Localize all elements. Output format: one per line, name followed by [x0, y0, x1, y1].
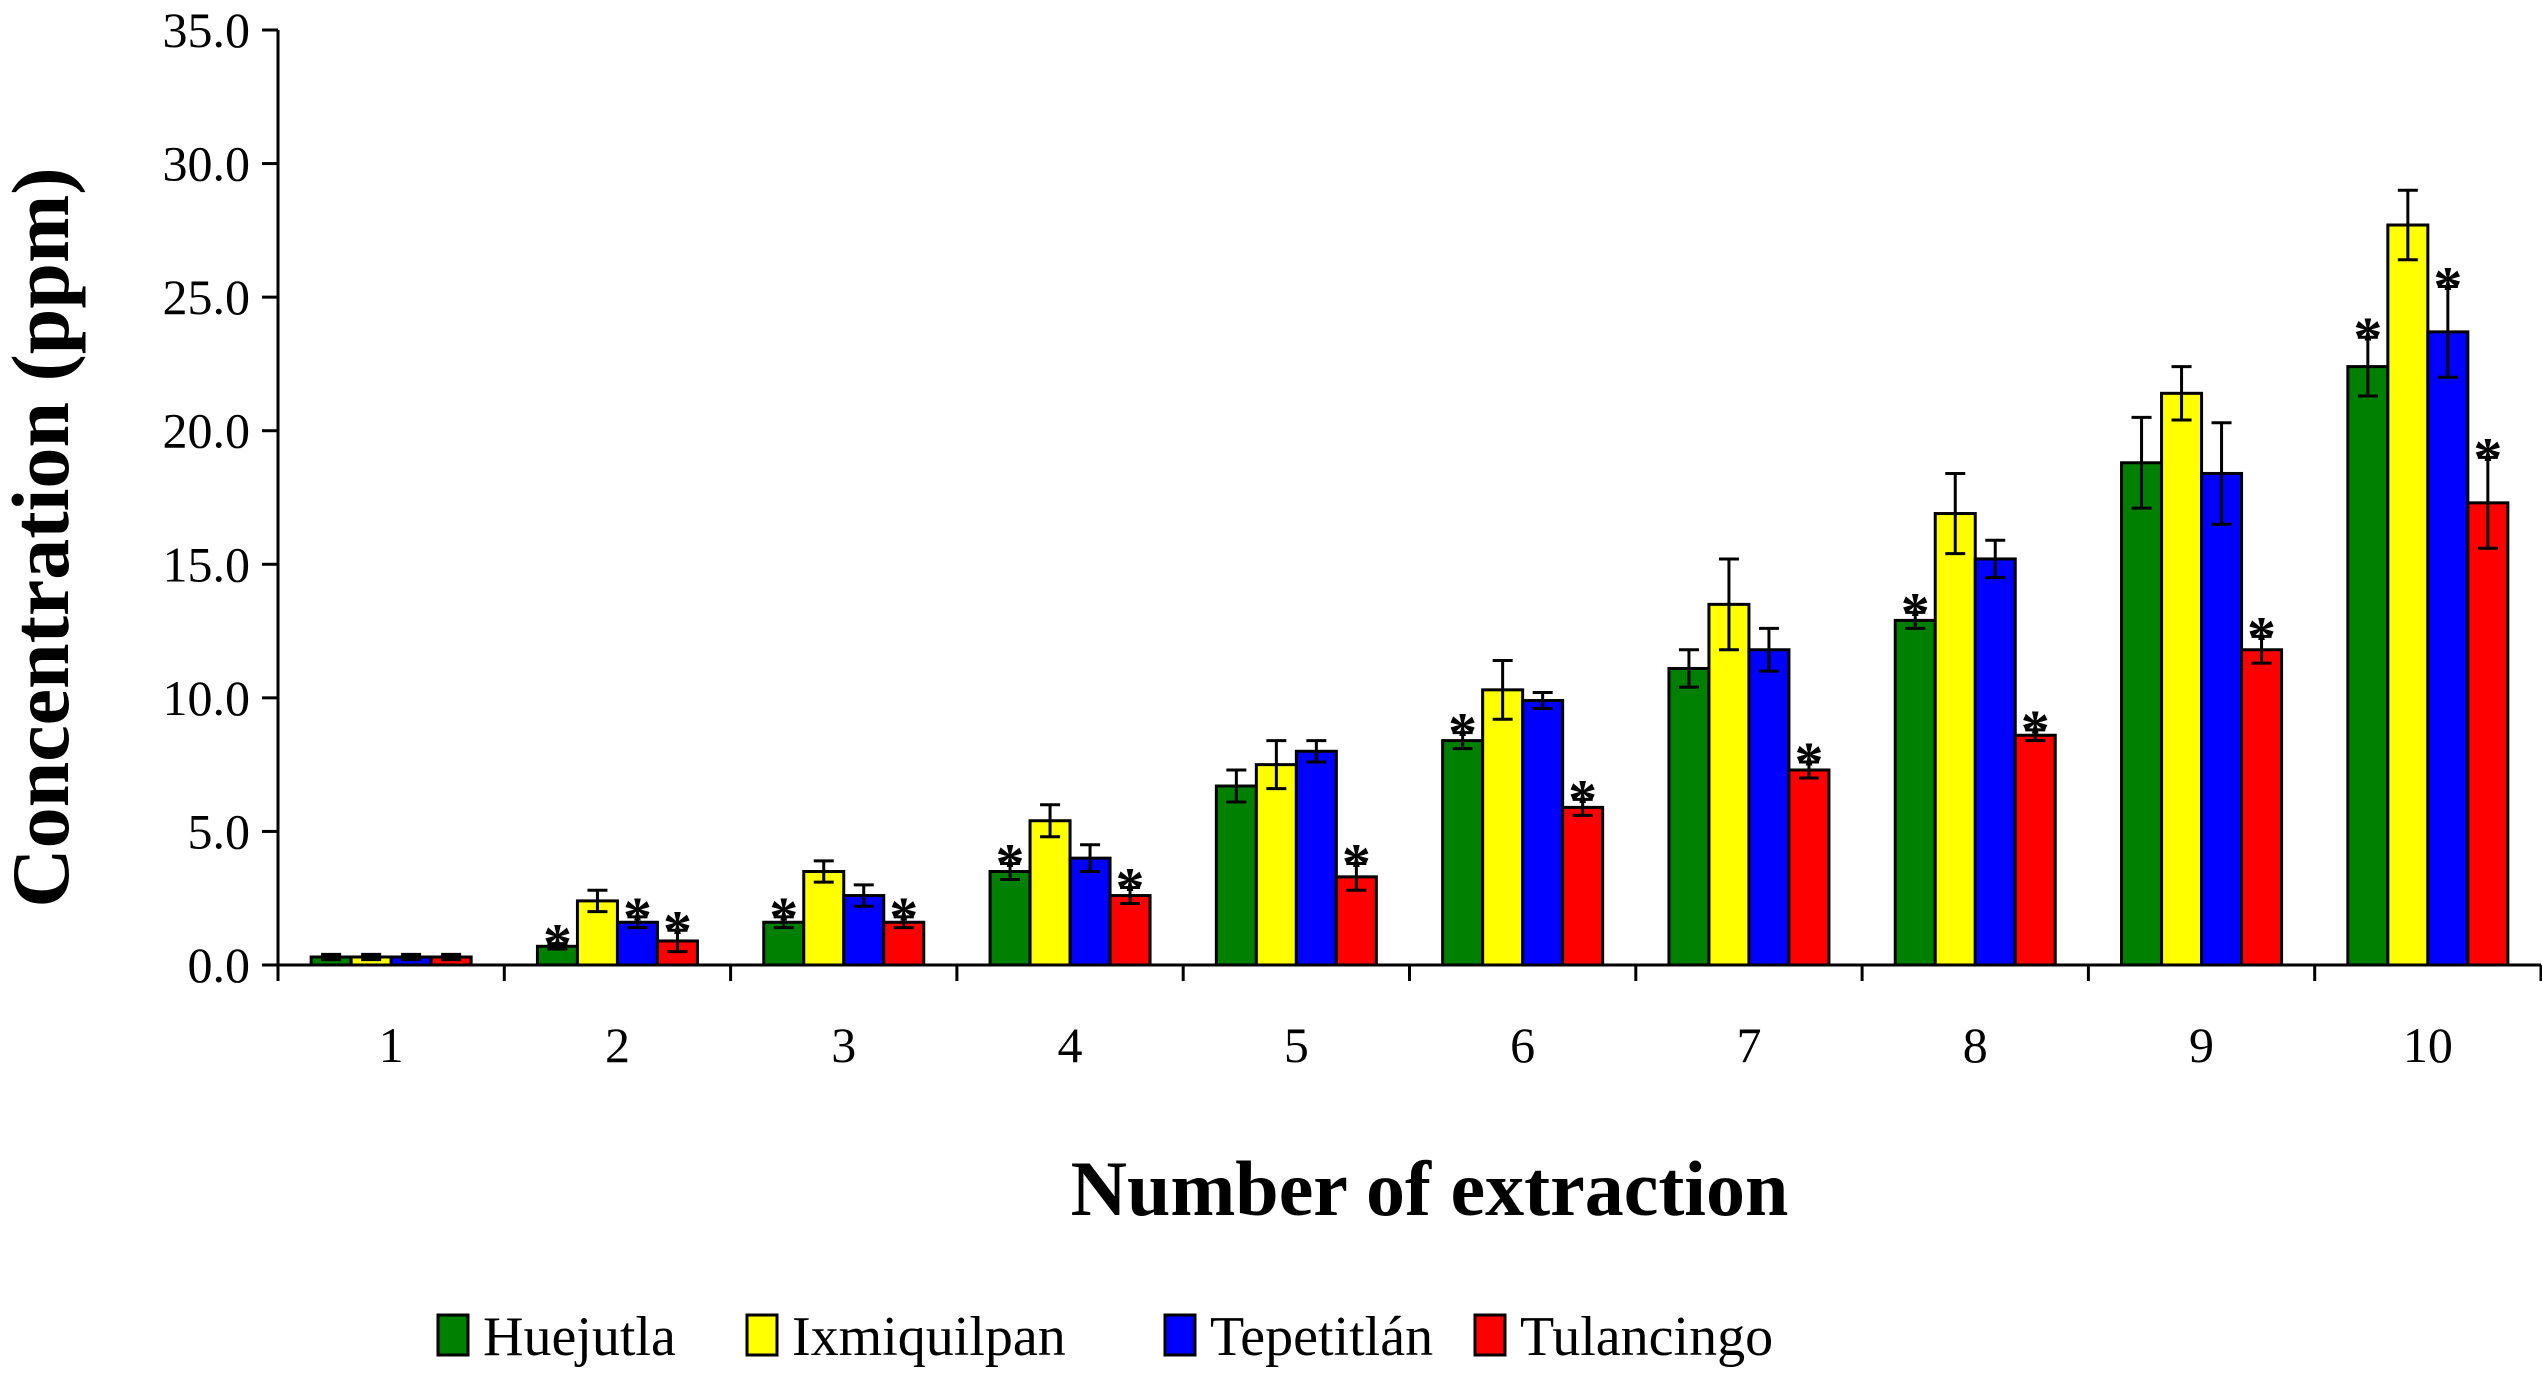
bar [1561, 805, 1605, 967]
legend-label: Tepetitlán [1210, 1306, 1433, 1368]
bar [2240, 648, 2284, 967]
significance-marker: * [1794, 730, 1823, 795]
x-tick-label: 7 [1736, 1017, 1761, 1073]
legend-swatch [1163, 1313, 1197, 1357]
y-tick-label: 15.0 [163, 536, 251, 592]
bar [2466, 501, 2510, 967]
x-tick-label: 6 [1510, 1017, 1535, 1073]
x-tick-label: 5 [1284, 1017, 1309, 1073]
significance-marker: * [996, 831, 1025, 896]
bar [2013, 733, 2057, 967]
bar [1747, 648, 1791, 967]
bar [2160, 391, 2204, 967]
significance-marker: * [769, 885, 798, 950]
significance-marker: * [2021, 698, 2050, 763]
y-tick-label: 20.0 [163, 403, 251, 459]
legend-label: Tulancingo [1520, 1306, 1773, 1368]
y-tick-label: 25.0 [163, 269, 251, 325]
legend-swatch [745, 1313, 779, 1357]
significance-marker: * [2433, 254, 2462, 319]
bar [1028, 819, 1072, 967]
bar [2120, 461, 2164, 967]
bar [2386, 223, 2430, 967]
significance-marker: * [1448, 701, 1477, 766]
y-tick-label: 35.0 [163, 2, 251, 58]
legend-swatch [436, 1313, 470, 1357]
bars-group: * * * * ** * ********** [309, 188, 2510, 977]
bar [1214, 784, 1258, 967]
significance-marker: * [663, 898, 692, 963]
bar [2426, 330, 2470, 967]
bar [1294, 749, 1338, 967]
significance-marker: * [543, 912, 572, 977]
significance-marker: * [2353, 305, 2382, 370]
legend-label: Huejutla [483, 1306, 676, 1368]
x-tick-label: 2 [605, 1017, 630, 1073]
bar [1521, 699, 1565, 967]
bar [2346, 365, 2390, 967]
significance-marker: * [1901, 580, 1930, 645]
legend-label: Ixmiquilpan [792, 1306, 1066, 1368]
x-tick-label: 3 [831, 1017, 856, 1073]
x-tick-label: 10 [2403, 1017, 2453, 1073]
bar [1933, 512, 1977, 967]
y-tick-label: 5.0 [188, 803, 251, 859]
bar [802, 870, 846, 967]
significance-marker: * [623, 885, 652, 950]
bar [1254, 763, 1298, 967]
y-tick-label: 10.0 [163, 670, 251, 726]
bar [1068, 856, 1112, 967]
y-tick-label: 30.0 [163, 136, 251, 192]
y-axis-title: Concentration (ppm) [0, 167, 86, 907]
x-tick-label: 4 [1058, 1017, 1083, 1073]
axes-group: 0.0 5.0 10.0 15.0 20.0 25.0 30.0 35.0 1 2 3 4 5 6 7 8 9 1… [163, 2, 2542, 1073]
significance-marker: * [2473, 425, 2502, 490]
significance-marker: * [1568, 767, 1597, 832]
bar [1707, 602, 1751, 967]
significance-marker: * [1342, 831, 1371, 896]
bar [1441, 739, 1485, 967]
x-tick-label: 1 [379, 1017, 404, 1073]
x-tick-label: 8 [1963, 1017, 1988, 1073]
bar [1973, 557, 2017, 967]
legend-swatch [1473, 1313, 1507, 1357]
bar [2200, 471, 2244, 967]
significance-marker: * [1116, 856, 1145, 921]
bar [1481, 688, 1525, 967]
x-tick-label: 9 [2189, 1017, 2214, 1073]
legend: Huejutla Ixmiquilpan Tepetitlán Tulancingo [436, 1306, 1773, 1368]
bar [1667, 666, 1711, 967]
x-axis-title: Number of extraction [1071, 1145, 1789, 1232]
significance-marker: * [2247, 604, 2276, 669]
bar [988, 870, 1032, 967]
bar [1787, 768, 1831, 967]
significance-marker: * [889, 885, 918, 950]
bar [1893, 618, 1937, 967]
y-tick-label: 0.0 [188, 937, 251, 993]
